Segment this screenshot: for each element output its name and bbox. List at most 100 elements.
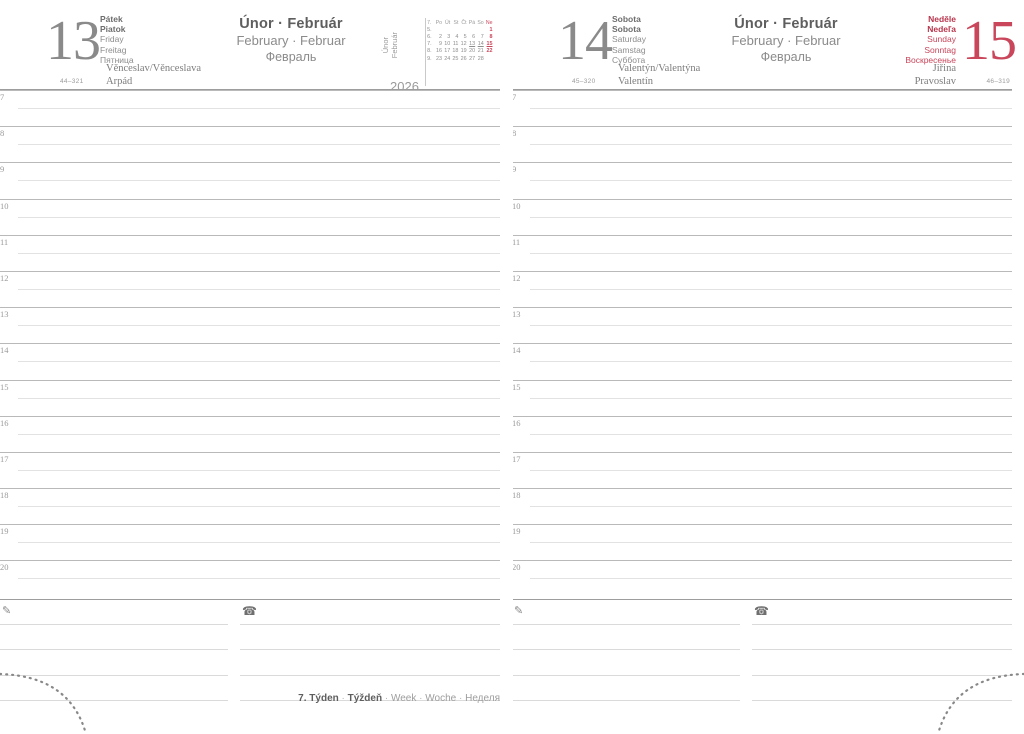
mini-calendar-day[interactable]: 19 bbox=[460, 48, 467, 55]
mini-calendar-day[interactable]: 12 bbox=[460, 41, 467, 48]
note-line[interactable] bbox=[0, 625, 228, 651]
hour-row[interactable]: 18 bbox=[512, 488, 1024, 524]
hour-row[interactable]: 18 bbox=[0, 488, 512, 524]
note-line[interactable]: ✎ bbox=[0, 600, 228, 626]
mini-calendar-day[interactable]: 5 bbox=[463, 33, 467, 40]
hour-row[interactable]: 19 bbox=[0, 524, 512, 560]
hour-label: 12 bbox=[0, 272, 9, 283]
mini-calendar-day[interactable]: 27 bbox=[469, 55, 476, 62]
mini-calendar-day[interactable]: 18 bbox=[452, 48, 459, 55]
mini-calendar-day[interactable]: 6 bbox=[472, 33, 476, 40]
note-line[interactable] bbox=[752, 650, 1012, 676]
notes-column-memo[interactable]: ✎ bbox=[0, 600, 228, 702]
note-line[interactable] bbox=[512, 625, 740, 651]
hour-row[interactable]: 9 bbox=[0, 162, 512, 198]
hour-rule bbox=[0, 234, 500, 236]
hour-row[interactable]: 8 bbox=[0, 126, 512, 162]
hour-row[interactable]: 13 bbox=[512, 307, 1024, 343]
hour-row[interactable]: 16 bbox=[0, 415, 512, 452]
hour-row[interactable]: 20 bbox=[0, 560, 512, 596]
hour-row[interactable]: 12 bbox=[0, 270, 512, 307]
note-line[interactable] bbox=[0, 676, 228, 702]
mini-calendar-day[interactable]: 13 bbox=[469, 41, 476, 48]
hour-rule bbox=[0, 307, 500, 309]
hour-grid-14: 7 8 9 10 11 12 13 14 15 16 17 18 19 20 bbox=[512, 90, 1024, 597]
mini-calendar-day[interactable]: 2 bbox=[439, 33, 443, 40]
mini-calendar-day[interactable]: 21 bbox=[477, 48, 484, 55]
hour-row[interactable]: 9 bbox=[512, 162, 1024, 198]
note-line[interactable] bbox=[0, 650, 228, 676]
hour-rule bbox=[512, 524, 1012, 526]
mini-calendar-day[interactable]: 17 bbox=[444, 48, 451, 55]
mini-calendar-day[interactable]: 15 bbox=[486, 41, 493, 48]
mini-calendar-day[interactable]: 22 bbox=[486, 48, 493, 55]
mini-calendar-day[interactable]: 10 bbox=[444, 41, 451, 48]
mini-calendar-day[interactable]: 8 bbox=[489, 33, 493, 40]
mini-calendar-day[interactable]: 26 bbox=[460, 55, 467, 62]
hour-row[interactable]: 20 bbox=[512, 560, 1024, 596]
hour-row[interactable]: 16 bbox=[512, 415, 1024, 452]
day-header-14-15: 14 Sobota Sobota Saturday Samstag Суббот… bbox=[512, 0, 1024, 90]
hour-row[interactable]: 11 bbox=[0, 234, 512, 271]
mini-calendar-day[interactable]: 4 bbox=[455, 33, 459, 40]
half-hour-rule bbox=[530, 325, 1012, 327]
hour-rule bbox=[512, 90, 1012, 91]
note-line[interactable] bbox=[752, 625, 1012, 651]
note-line[interactable] bbox=[240, 625, 500, 651]
mini-calendar-day[interactable]: 9 bbox=[439, 41, 443, 48]
half-hour-rule bbox=[18, 542, 500, 544]
note-line[interactable]: ☎ bbox=[752, 600, 1012, 626]
hour-row[interactable]: 19 bbox=[512, 524, 1024, 560]
hour-label: 11 bbox=[0, 236, 9, 247]
hour-row[interactable]: 7 bbox=[0, 90, 512, 126]
hour-row[interactable]: 10 bbox=[512, 198, 1024, 235]
hour-row[interactable]: 17 bbox=[512, 451, 1024, 488]
hour-rule bbox=[0, 270, 500, 272]
namedays-15: Jiřina Pravoslav bbox=[915, 63, 956, 88]
mini-calendar-day[interactable]: 3 bbox=[447, 33, 451, 40]
mini-calendar-zone: Únor Február 2026 7. Po Út St Čt Pá So Ne 5. 1 6. 2 3… bbox=[381, 10, 512, 94]
hour-row[interactable]: 17 bbox=[0, 451, 512, 488]
notes-column-phone[interactable]: ☎ bbox=[752, 600, 1012, 702]
hour-label: 10 bbox=[512, 200, 521, 211]
hour-row[interactable]: 15 bbox=[512, 379, 1024, 416]
note-line[interactable]: ✎ bbox=[512, 600, 740, 626]
mini-calendar-day[interactable]: 16 bbox=[436, 48, 443, 55]
hour-row[interactable]: 7 bbox=[512, 90, 1024, 126]
header-rule bbox=[512, 89, 1012, 90]
hour-row[interactable]: 15 bbox=[0, 379, 512, 416]
mini-calendar-day[interactable]: 7 bbox=[480, 33, 484, 40]
mini-calendar-day bbox=[460, 26, 468, 33]
mini-calendar-day[interactable]: 20 bbox=[469, 48, 476, 55]
hour-row[interactable]: 14 bbox=[0, 343, 512, 379]
mini-calendar-day[interactable]: 25 bbox=[452, 55, 459, 62]
hour-row[interactable]: 12 bbox=[512, 270, 1024, 307]
hour-row[interactable]: 8 bbox=[512, 126, 1024, 162]
note-line[interactable] bbox=[752, 676, 1012, 702]
mini-calendar-week-row: 6. 2 3 4 5 6 7 8 bbox=[426, 33, 494, 40]
mini-calendar-day[interactable]: 14 bbox=[477, 41, 484, 48]
notes-column-memo[interactable]: ✎ bbox=[512, 600, 740, 702]
hour-row[interactable]: 13 bbox=[0, 307, 512, 343]
note-line[interactable] bbox=[512, 676, 740, 702]
note-line[interactable] bbox=[512, 650, 740, 676]
note-line[interactable] bbox=[240, 650, 500, 676]
mini-calendar-day[interactable]: 24 bbox=[444, 55, 451, 62]
week-label-sk: Týždeň bbox=[347, 693, 383, 704]
notes-column-phone[interactable]: ☎ bbox=[240, 600, 500, 702]
note-line[interactable] bbox=[240, 676, 500, 702]
hour-rule bbox=[512, 307, 1012, 309]
hour-row[interactable]: 11 bbox=[512, 234, 1024, 271]
mini-calendar-day[interactable]: 28 bbox=[477, 55, 484, 62]
hour-row[interactable]: 10 bbox=[0, 198, 512, 235]
mini-calendar-week-number: 6. bbox=[427, 33, 432, 40]
note-line[interactable]: ☎ bbox=[240, 600, 500, 626]
hour-rule bbox=[512, 126, 1012, 128]
mini-calendar-day[interactable]: 1 bbox=[489, 26, 493, 33]
mini-calendar-day[interactable]: 11 bbox=[452, 41, 459, 48]
hour-rule bbox=[0, 90, 500, 91]
mini-calendar-day[interactable]: 23 bbox=[436, 55, 443, 62]
half-hour-rule bbox=[18, 506, 500, 508]
mini-calendar-weekday: St bbox=[453, 19, 459, 26]
hour-row[interactable]: 14 bbox=[512, 343, 1024, 379]
